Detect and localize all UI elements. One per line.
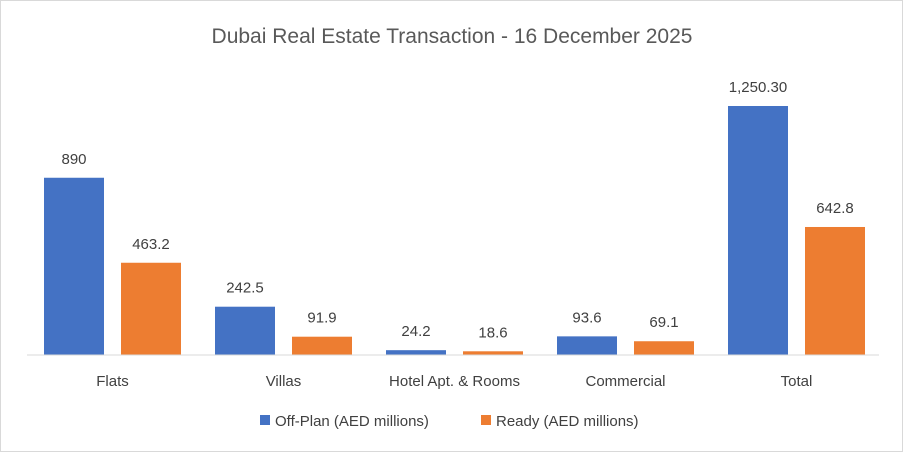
data-label-ready-flats: 463.2 [132,236,170,253]
data-label-ready-commercial: 69.1 [649,314,678,331]
data-label-off-plan-hotel-apt-rooms: 24.2 [401,323,430,340]
bars-group [44,106,865,355]
x-tick-label-villas: Villas [266,373,302,390]
data-label-off-plan-total: 1,250.30 [729,79,787,96]
data-label-off-plan-flats: 890 [61,151,86,168]
legend-swatch-off-plan [260,415,270,425]
bar-off-plan-total [728,106,788,355]
data-label-ready-villas: 91.9 [307,310,336,327]
data-label-ready-total: 642.8 [816,200,854,217]
bar-off-plan-flats [44,177,104,355]
data-label-off-plan-villas: 242.5 [226,280,264,297]
legend-label-off-plan: Off-Plan (AED millions) [275,413,429,430]
bar-ready-hotel-apt-rooms [463,351,523,355]
x-tick-label-flats: Flats [96,373,129,390]
bar-off-plan-hotel-apt-rooms [386,350,446,355]
bar-off-plan-villas [215,306,275,355]
x-tick-label-total: Total [781,373,813,390]
chart-title: Dubai Real Estate Transaction - 16 Decem… [212,25,693,48]
data-label-ready-hotel-apt-rooms: 18.6 [478,324,507,341]
bar-ready-commercial [634,341,694,355]
legend-label-ready: Ready (AED millions) [496,413,639,430]
legend-swatch-ready [481,415,491,425]
x-tick-label-commercial: Commercial [585,373,665,390]
data-labels-group: 890 463.2 242.5 91.9 24.2 18.6 93.6 69.1 1,250.3… [61,79,853,341]
x-tick-labels: Flats Villas Hotel Apt. & Rooms Commercial T… [96,373,812,390]
data-label-off-plan-commercial: 93.6 [572,309,601,326]
bar-ready-villas [292,336,352,355]
bar-ready-flats [121,262,181,355]
x-tick-label-hotel-apt-rooms: Hotel Apt. & Rooms [389,373,520,390]
bar-ready-total [805,226,865,355]
bar-off-plan-commercial [557,336,617,355]
legend: Off-Plan (AED millions) Ready (AED milli… [260,413,639,430]
